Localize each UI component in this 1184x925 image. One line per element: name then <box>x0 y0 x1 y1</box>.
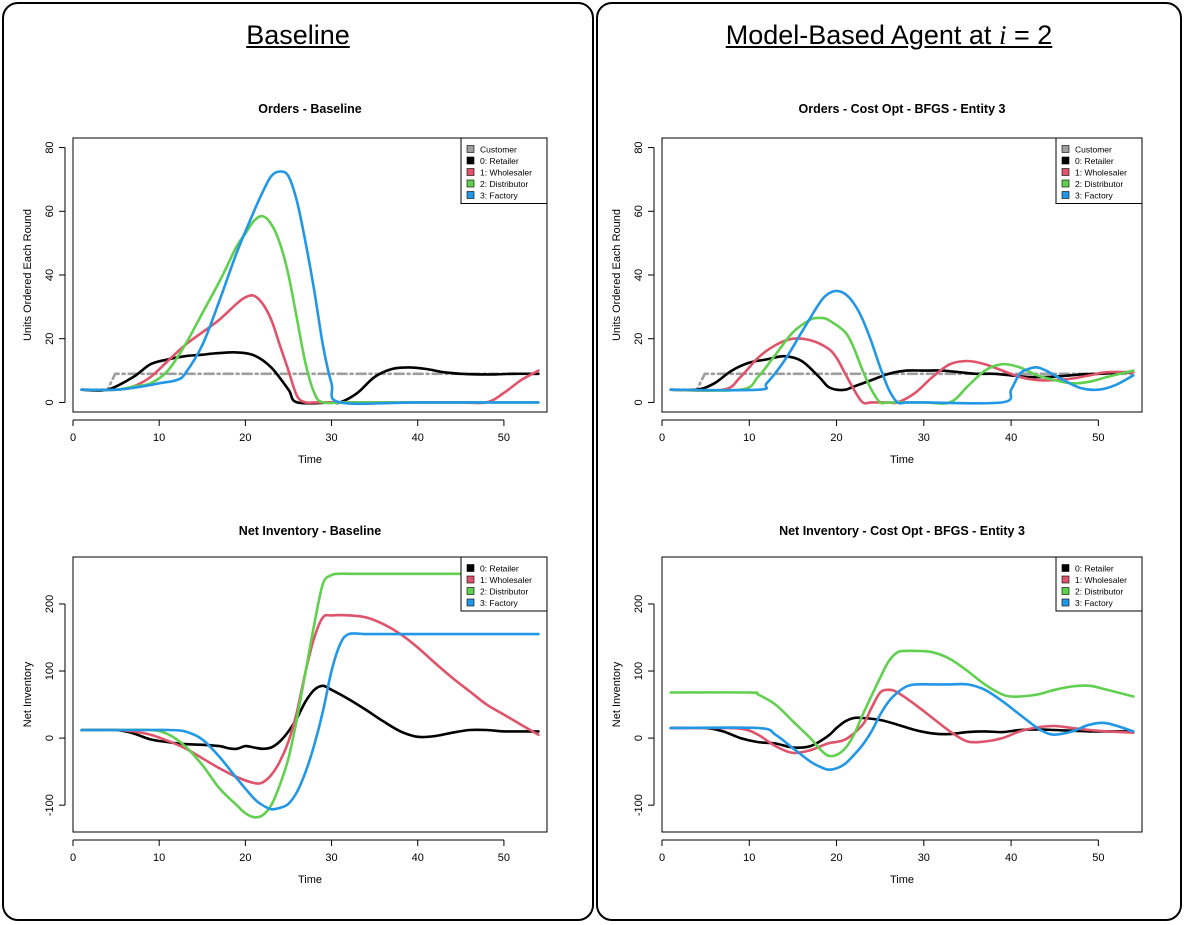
y-tick-label: 80 <box>44 141 56 153</box>
legend-label-0-retailer: 0: Retailer <box>480 156 519 166</box>
x-tick-label: 50 <box>498 432 510 444</box>
series-line-1-wholesaler <box>80 294 540 405</box>
legend-swatch-2-distributor <box>466 179 475 188</box>
legend-swatch-0-retailer <box>466 156 475 165</box>
y-axis-label: Units Ordered Each Round <box>22 209 34 341</box>
series-group <box>80 170 540 406</box>
x-tick-label: 20 <box>239 432 251 444</box>
x-tick-label: 0 <box>70 432 76 444</box>
chart-title: Orders - Baseline <box>258 102 362 116</box>
y-tick-label: 0 <box>44 399 56 405</box>
legend-box <box>460 137 548 204</box>
legend-swatch-1-wholesaler <box>466 168 475 176</box>
panel-title-baseline: Baseline <box>246 20 350 50</box>
x-tick-label: 10 <box>153 432 165 444</box>
legend-label-3-factory: 3: Factory <box>480 191 519 201</box>
x-tick-label: 30 <box>325 432 337 444</box>
series-line-3-factory <box>80 170 540 406</box>
plot-frame <box>72 137 548 413</box>
x-tick-label: 40 <box>412 432 424 444</box>
x-axis-label: Time <box>298 454 322 466</box>
legend-label-1-wholesaler: 1: Wholesaler <box>480 168 532 178</box>
legend-label-2-distributor: 2: Distributor <box>480 179 528 189</box>
panel-title-model-agent: Model-Based Agent at i = 2 <box>725 20 1053 50</box>
y-tick-label: 40 <box>44 269 56 281</box>
y-tick-label: 60 <box>44 205 56 217</box>
legend-swatch-3-factory <box>466 191 475 199</box>
y-tick-label: 20 <box>44 333 56 345</box>
legend-swatch-customer <box>466 145 475 153</box>
series-line-2-distributor <box>80 214 540 405</box>
legend-label-customer: Customer <box>480 145 517 155</box>
